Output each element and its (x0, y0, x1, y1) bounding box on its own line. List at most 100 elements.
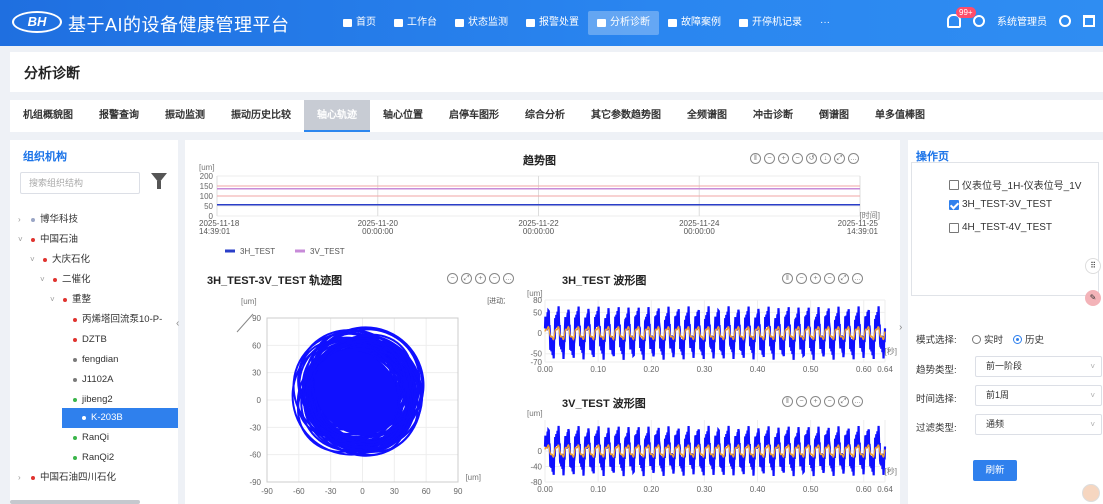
org-search-input[interactable]: 搜索组织结构 (20, 172, 140, 194)
tree-node-label: 中国石油四川石化 (40, 468, 116, 488)
wave2-chart[interactable]: [um] 0 -40 -800.00 0.10 0.20 0.30 0.40 0.50 0.60 0… (505, 400, 900, 504)
tree-node[interactable]: › 中国石油四川石化 (18, 468, 116, 488)
checkbox-channel-4[interactable]: 4H_TEST-4V_TEST (949, 222, 1052, 233)
tab-full-spectrum[interactable]: 全频谱图 (674, 100, 740, 132)
globe-icon[interactable] (1059, 15, 1071, 27)
nav-cases[interactable]: 故障案例 (659, 11, 730, 35)
checkbox-channel-3[interactable]: 3H_TEST-3V_TEST (949, 199, 1052, 210)
x-tick-label: 0.10 (590, 485, 606, 494)
theme-icon[interactable] (1083, 15, 1095, 27)
checkbox[interactable] (949, 223, 959, 233)
radio-history[interactable]: 历史 (1013, 332, 1044, 346)
caret-icon[interactable]: ˅ (50, 290, 58, 310)
tree-node-label: 大庆石化 (52, 250, 90, 270)
checkbox[interactable] (949, 180, 959, 190)
caret-icon[interactable]: ˅ (40, 270, 48, 290)
tree-node[interactable]: RanQi2 (60, 448, 114, 468)
tree-node[interactable]: J1102A (60, 370, 114, 390)
tree-node[interactable]: 丙烯塔回流泵10-P- (60, 310, 162, 330)
x-tick-label: 0.10 (590, 365, 606, 374)
assistant-icon[interactable]: ✎ (1085, 290, 1101, 306)
x-tick-label: 0.40 (750, 485, 766, 494)
caret-icon[interactable]: › (18, 210, 26, 230)
tree-node[interactable]: ˅ 中国石油 (18, 230, 78, 250)
user-name[interactable]: 系统管理员 (997, 13, 1047, 28)
tab-axis-orbit[interactable]: 轴心轨迹 (304, 100, 370, 132)
nav-more[interactable]: ··· (811, 11, 839, 35)
x-tick-label: 0.00 (537, 485, 553, 494)
tree-node-label: RanQi2 (82, 448, 114, 468)
y-tick-label: 200 (200, 172, 214, 181)
caret-icon[interactable]: ˅ (18, 230, 26, 250)
wave1-chart[interactable]: [um]80 50 0 -50-700.00 0.10 0.20 0.30 0.40 0.50 0… (505, 280, 900, 390)
time-label: 时间选择: (916, 391, 957, 405)
user-icon[interactable] (973, 15, 985, 27)
page-title: 分析诊断 (24, 63, 80, 83)
home-icon (343, 19, 352, 27)
nav-workbench[interactable]: 工作台 (385, 11, 446, 35)
tree-node[interactable]: ˅ 重整 (50, 290, 91, 310)
tab-vibration-history[interactable]: 振动历史比较 (218, 100, 304, 132)
tree-node[interactable]: fengdian (60, 350, 118, 370)
tab-vibration-monitor[interactable]: 振动监测 (152, 100, 218, 132)
tree-node[interactable]: K-203B (62, 408, 178, 428)
nav-monitor[interactable]: 状态监测 (446, 11, 517, 35)
expand-right-icon[interactable]: › (899, 322, 902, 333)
status-dot (53, 278, 57, 282)
radio-realtime[interactable]: 实时 (972, 332, 1003, 346)
tree-node-label: 中国石油 (40, 230, 78, 250)
x-tick-label: 0 (360, 487, 365, 496)
collapse-left-icon[interactable]: ‹ (176, 318, 179, 329)
nav-records[interactable]: 开停机记录 (730, 11, 811, 35)
tab-axis-position[interactable]: 轴心位置 (370, 100, 436, 132)
org-tree-panel: 组织机构 搜索组织结构 › 博华科技 ˅ 中国石油 ˅ 大庆石化 ˅ 二催化 ˅ 重整 丙烯塔回流泵… (10, 140, 178, 504)
tab-cepstrum[interactable]: 倒谱图 (806, 100, 862, 132)
nav-analysis[interactable]: 分析诊断 (588, 11, 659, 35)
y-tick-label: 150 (200, 182, 214, 191)
filter-select[interactable]: 通频 ˅ (975, 414, 1102, 435)
x-tick-label: 14:39:01 (199, 227, 231, 236)
x-tick-label: 0.30 (697, 485, 713, 494)
tree-node[interactable]: ˅ 大庆石化 (30, 250, 90, 270)
tree-node[interactable]: jibeng2 (60, 390, 113, 410)
refresh-button[interactable]: 刷新 (973, 460, 1017, 481)
y-tick-label: 0 (257, 396, 262, 405)
tab-startup-shutdown[interactable]: 启停车图形 (436, 100, 512, 132)
channel-pair-list: 仪表位号_1H-仪表位号_1V 3H_TEST-3V_TEST 4H_TEST-… (911, 162, 1099, 296)
trend-chart[interactable]: [um]2001501005002025-11-1814:39:012025-1… (185, 140, 900, 260)
chevron-down-icon: ˅ (1090, 415, 1095, 434)
bell-icon[interactable]: 99+ (947, 14, 961, 28)
x-tick-label: 0.30 (697, 365, 713, 374)
analysis-icon (597, 19, 606, 27)
time-select[interactable]: 前1周 ˅ (975, 385, 1102, 406)
nav-home[interactable]: 首页 (334, 11, 385, 35)
filter-icon[interactable] (151, 173, 167, 183)
tab-overview[interactable]: 机组概貌图 (10, 100, 86, 132)
tree-node[interactable]: ˅ 二催化 (40, 270, 91, 290)
status-dot (73, 398, 77, 402)
tree-node-label: jibeng2 (82, 390, 113, 410)
horizontal-scrollbar[interactable] (10, 500, 140, 504)
page-header: 分析诊断 (10, 52, 1103, 92)
checkbox-checked[interactable] (949, 200, 959, 210)
trend-type-select[interactable]: 前一阶段 ˅ (975, 356, 1102, 377)
tab-bar-chart[interactable]: 单多值棒图 (862, 100, 938, 132)
tree-node[interactable]: RanQi (60, 428, 109, 448)
tab-other-trends[interactable]: 其它参数趋势图 (578, 100, 674, 132)
avatar[interactable] (1082, 484, 1100, 502)
caret-icon[interactable]: ˅ (30, 250, 38, 270)
orbit-xlabel: [um] (465, 473, 481, 482)
caret-icon[interactable]: › (18, 468, 26, 488)
tree-node-label: 丙烯塔回流泵10-P- (82, 310, 162, 330)
checkbox-channel-1[interactable]: 仪表位号_1H-仪表位号_1V (949, 177, 1081, 192)
grid-app-icon[interactable]: ⠿ (1085, 258, 1101, 274)
tab-impact[interactable]: 冲击诊断 (740, 100, 806, 132)
status-dot (63, 298, 67, 302)
trend-xlabel: [时间] (860, 210, 880, 220)
tab-alarm-query[interactable]: 报警查询 (86, 100, 152, 132)
nav-alarm[interactable]: 报警处置 (517, 11, 588, 35)
tab-comprehensive[interactable]: 综合分析 (512, 100, 578, 132)
tree-node[interactable]: › 博华科技 (18, 210, 78, 230)
tree-node[interactable]: DZTB (60, 330, 107, 350)
